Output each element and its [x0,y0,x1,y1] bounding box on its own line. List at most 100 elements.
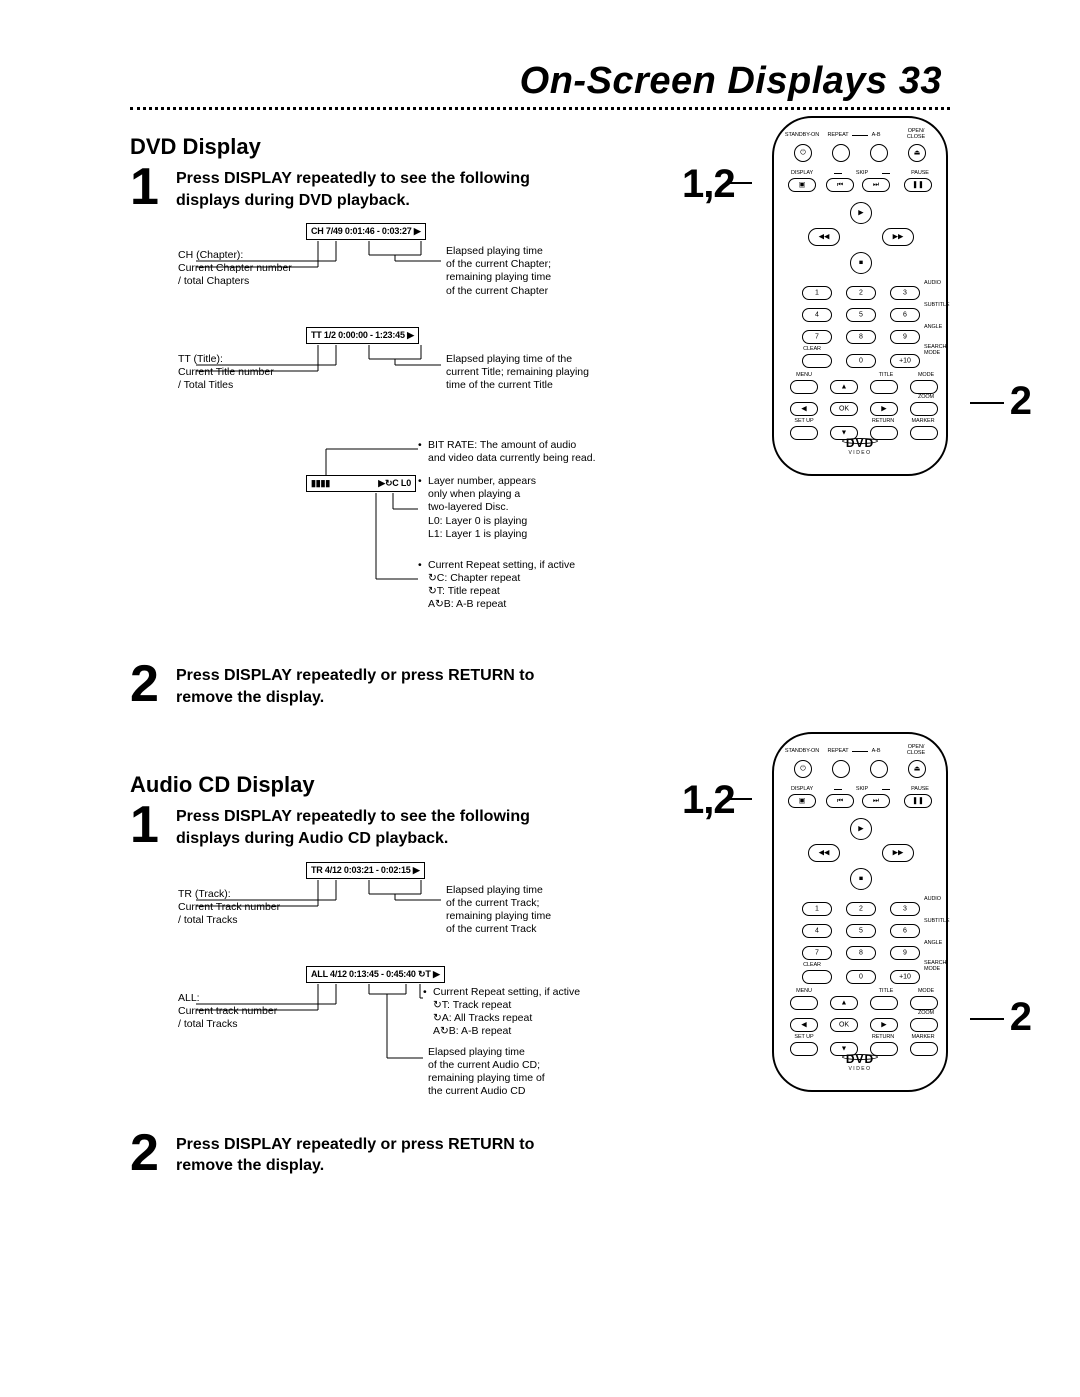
num-4-button[interactable]: 4 [802,308,832,322]
num-4-button[interactable]: 4 [802,924,832,938]
left-button-glyph: ◀ [801,1022,806,1029]
num-2-button[interactable]: 2 [846,286,876,300]
num-0-button[interactable]: 0 [846,970,876,984]
marker-button[interactable] [910,426,938,440]
pause-button[interactable]: ❚❚ [904,178,932,192]
pause-button[interactable]: ❚❚ [904,794,932,808]
plus10-button[interactable]: +10 [890,970,920,984]
setup-button[interactable] [790,426,818,440]
zoom-button[interactable] [910,1018,938,1032]
num-5-button[interactable]: 5 [846,308,876,322]
menu-button[interactable] [790,380,818,394]
ab-label: A-B [866,748,886,754]
setup-label: SET UP [790,418,818,424]
play-button[interactable]: ▶ [850,818,872,840]
top-button-0[interactable]: ⏻ [794,144,812,162]
clear-label: CLEAR [798,346,826,352]
return-button[interactable] [870,1042,898,1056]
step-text: Press DISPLAY repeatedly or press RETURN… [176,1134,546,1177]
top-button-3[interactable]: ⏏ [908,144,926,162]
top-button-0[interactable]: ⏻ [794,760,812,778]
top-button-3[interactable]: ⏏ [908,760,926,778]
right-button[interactable]: ▶ [870,402,898,416]
standby-label: STANDBY-ON [784,748,820,754]
step-text: Press DISPLAY repeatedly or press RETURN… [176,665,546,708]
top-button-1[interactable] [832,760,850,778]
zoom-button[interactable] [910,402,938,416]
num-6-button[interactable]: 6 [890,308,920,322]
osd3-right: ↻C L0 [385,478,411,489]
mode-button[interactable] [910,996,938,1010]
rew-button-glyph: ◀◀ [819,234,830,241]
clear-button[interactable] [802,354,832,368]
up-button[interactable]: ▲ [830,380,858,394]
marker-label: MARKER [908,418,938,424]
top-button-2[interactable] [870,760,888,778]
callout-12: 1,2 [682,778,735,823]
num-7-button[interactable]: 7 [802,946,832,960]
num-9-button[interactable]: 9 [890,330,920,344]
stop-button[interactable]: ■ [850,252,872,274]
num-1-button[interactable]: 1 [802,286,832,300]
side-label-2: ANGLE [924,940,952,946]
return-button[interactable] [870,426,898,440]
ok-button[interactable]: OK [830,1018,858,1032]
num-9-button[interactable]: 9 [890,946,920,960]
marker-button[interactable] [910,1042,938,1056]
stop-button[interactable]: ■ [850,868,872,890]
callout-line [730,182,752,184]
skip-prev-button[interactable]: ⏮ [826,794,854,808]
cd-osd1-left-caption: TR (Track): Current Track number / total… [178,888,280,927]
title-button[interactable] [870,380,898,394]
plus10-button-glyph: +10 [899,358,911,365]
cd-cap-repeat-ab: A↻B: A-B repeat [433,1025,511,1038]
play-icon: ▶ [413,865,420,876]
play-button[interactable]: ▶ [850,202,872,224]
display-button[interactable]: ▣ [788,178,816,192]
side-label-0: AUDIO [924,280,952,286]
num-0-button[interactable]: 0 [846,354,876,368]
top-button-2[interactable] [870,144,888,162]
top-button-1[interactable] [832,144,850,162]
num-7-button[interactable]: 7 [802,330,832,344]
num-5-button[interactable]: 5 [846,924,876,938]
num-0-button-glyph: 0 [859,358,863,365]
ok-button[interactable]: OK [830,402,858,416]
clear-button[interactable] [802,970,832,984]
ok-button-glyph: OK [839,1022,849,1029]
num-2-button[interactable]: 2 [846,902,876,916]
right-button[interactable]: ▶ [870,1018,898,1032]
num-8-button[interactable]: 8 [846,946,876,960]
plus10-button[interactable]: +10 [890,354,920,368]
osd-text: CH 7/49 0:01:46 - 0:03:27 [311,226,412,236]
rew-button[interactable]: ◀◀ [808,228,840,246]
menu-button[interactable] [790,996,818,1010]
side-label-1: SUBTITLE [924,302,952,308]
num-3-button[interactable]: 3 [890,902,920,916]
left-button[interactable]: ◀ [790,1018,818,1032]
num-8-button[interactable]: 8 [846,330,876,344]
rew-button[interactable]: ◀◀ [808,844,840,862]
step-number: 2 [130,1134,166,1177]
setup-button[interactable] [790,1042,818,1056]
up-button[interactable]: ▲ [830,996,858,1010]
return-label: RETURN [868,1034,898,1040]
display-button[interactable]: ▣ [788,794,816,808]
dvd-logo: DVDVIDEO [846,436,874,456]
skip-prev-button[interactable]: ⏮ [826,178,854,192]
setup-label: SET UP [790,1034,818,1040]
step-number: 1 [130,168,166,211]
num-3-button[interactable]: 3 [890,286,920,300]
mode-button[interactable] [910,380,938,394]
num-5-button-glyph: 5 [859,928,863,935]
title-button[interactable] [870,996,898,1010]
num-1-button[interactable]: 1 [802,902,832,916]
left-button-glyph: ◀ [801,406,806,413]
left-button[interactable]: ◀ [790,402,818,416]
num-6-button[interactable]: 6 [890,924,920,938]
ff-button[interactable]: ▶▶ [882,844,914,862]
ff-button[interactable]: ▶▶ [882,228,914,246]
open-close-label: OPEN/ CLOSE [900,744,932,756]
skip-next-button[interactable]: ⏭ [862,794,890,808]
skip-next-button[interactable]: ⏭ [862,178,890,192]
